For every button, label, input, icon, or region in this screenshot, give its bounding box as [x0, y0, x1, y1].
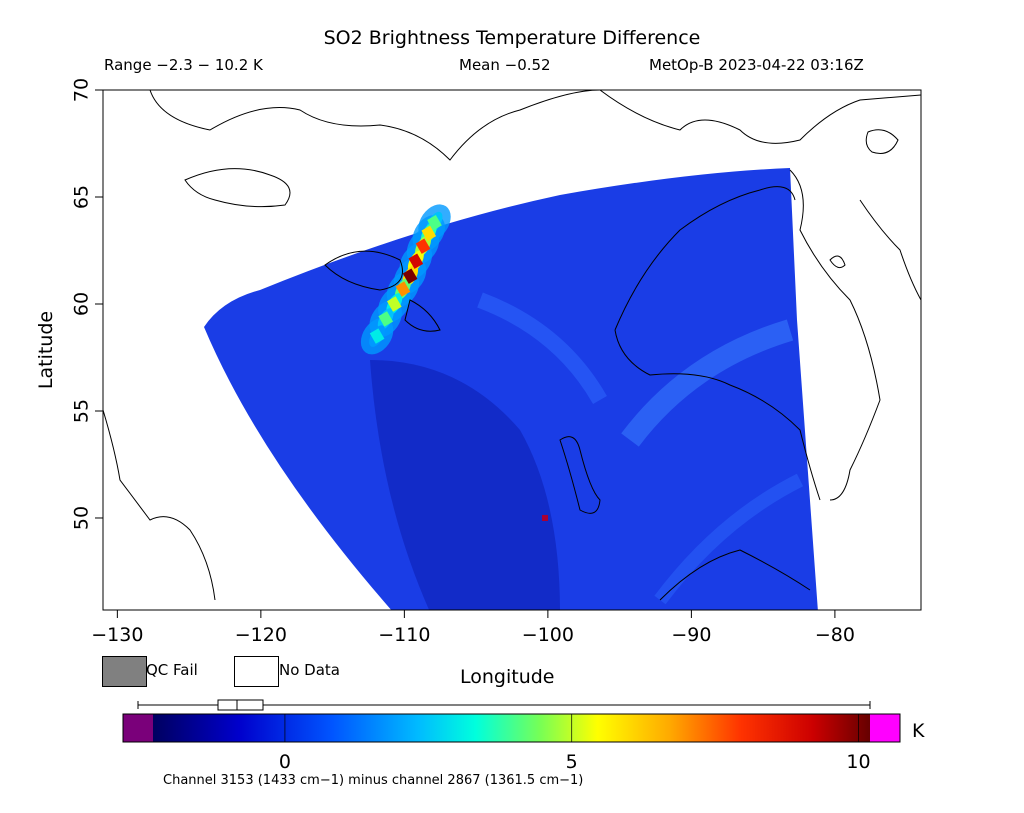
x-axis-label: Longitude	[460, 666, 555, 688]
channel-caption: Channel 3153 (1433 cm−1) minus channel 2…	[163, 773, 584, 788]
plume-cell	[369, 328, 385, 344]
colorbar-frame	[122, 713, 901, 743]
no-data-swatch	[234, 656, 279, 687]
x-tick-label: −110	[378, 624, 430, 646]
colorbar-under	[123, 714, 153, 742]
x-tick-label: −100	[522, 624, 574, 646]
colorbar	[153, 714, 870, 742]
swath-light-band	[621, 319, 794, 447]
x-tick-label: −80	[815, 624, 855, 646]
so2-plume	[360, 204, 451, 355]
plume-cell	[378, 311, 394, 327]
y-tick-label: 60	[71, 292, 93, 316]
plume-cell	[427, 214, 442, 231]
colorbar-box	[217, 699, 264, 711]
swath-group	[103, 90, 921, 610]
range-text: Range −2.3 − 10.2 K	[104, 56, 263, 74]
y-axis-label: Latitude	[35, 311, 57, 389]
y-tick-label: 50	[71, 506, 93, 530]
x-tick-label: −120	[235, 624, 287, 646]
colorbar-ticks: 0 5 10	[279, 714, 871, 773]
swath-dark-band	[370, 360, 560, 610]
no-data-label: No Data	[279, 661, 340, 679]
qc-fail-swatch	[102, 656, 147, 687]
satellite-timestamp: MetOp-B 2023-04-22 03:16Z	[649, 56, 864, 74]
x-axis: −130 −120 −110 −100 −90 −80	[91, 610, 855, 646]
colorbar-tick-label: 0	[279, 751, 291, 773]
plume-cell	[421, 225, 437, 242]
qc-fail-label: QC Fail	[146, 661, 198, 679]
plume-cell	[395, 281, 411, 297]
plume-cell	[386, 296, 402, 312]
x-tick-label: −90	[671, 624, 711, 646]
y-tick-label: 70	[71, 78, 93, 102]
plume-cell	[415, 238, 431, 254]
coastlines	[103, 90, 921, 601]
colorbar-units: K	[912, 720, 925, 742]
y-tick-label: 55	[71, 399, 93, 423]
swath-light-band-2	[477, 292, 607, 405]
y-axis: 50 55 60 65 70	[71, 78, 103, 530]
plume-cell	[408, 253, 424, 269]
y-tick-label: 65	[71, 185, 93, 209]
mean-text: Mean −0.52	[459, 56, 551, 74]
hotspot-pixel	[542, 514, 549, 521]
colorbar-tick-label: 10	[846, 751, 870, 773]
colorbar-tick-label: 5	[566, 751, 578, 773]
plume-cell	[402, 268, 418, 284]
plot-frame	[102, 89, 922, 611]
swath	[204, 168, 818, 610]
chart-title: SO2 Brightness Temperature Difference	[323, 27, 701, 49]
x-tick-label: −130	[91, 624, 143, 646]
swath-light-band-3	[654, 473, 804, 605]
colorbar-over	[870, 714, 900, 742]
